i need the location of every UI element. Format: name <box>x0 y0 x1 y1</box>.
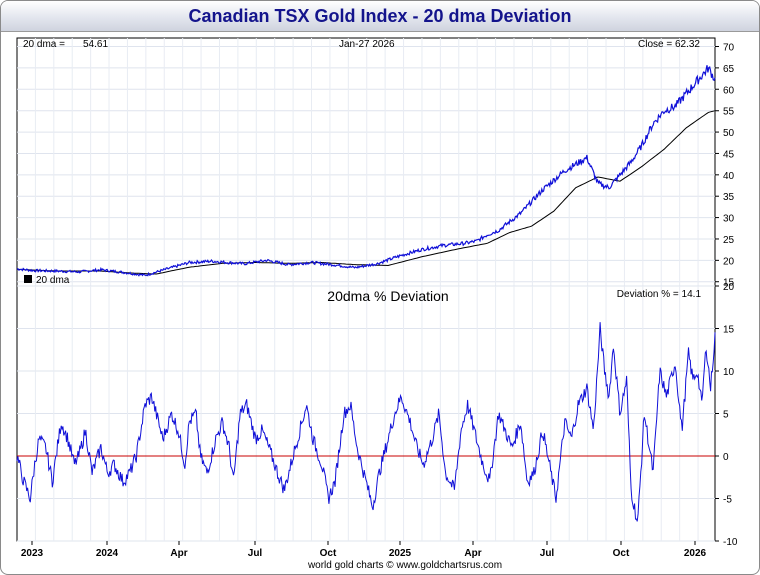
x-axis-ticks: 2023 2024 Apr Jul Oct 2025 Apr Jul Oct 2026 <box>21 541 707 559</box>
deviation-y-tick-label: 0 <box>723 452 729 463</box>
x-tick-label: 2026 <box>684 548 707 559</box>
price-y-tick-label: 35 <box>723 192 735 203</box>
price-y-tick-label: 70 <box>723 43 735 54</box>
price-y-tick-label: 15 <box>723 278 735 289</box>
price-y-tick-label: 55 <box>723 107 735 118</box>
legend-swatch <box>24 275 32 283</box>
x-tick-label: Apr <box>464 548 481 559</box>
legend-label: 20 dma <box>36 275 70 286</box>
deviation-value: Deviation % = 14.1 <box>617 289 702 300</box>
price-y-tick-label: 40 <box>723 171 735 182</box>
price-y-tick-label: 45 <box>723 149 735 160</box>
x-tick-label: Apr <box>170 548 187 559</box>
deviation-y-tick-label: 15 <box>723 325 735 336</box>
deviation-y-tick-label: 10 <box>723 367 735 378</box>
deviation-y-tick-label: -10 <box>723 537 738 548</box>
price-y-tick-label: 25 <box>723 235 735 246</box>
price-y-tick-label: 65 <box>723 64 735 75</box>
x-tick-label: 2023 <box>21 548 44 559</box>
deviation-title: 20dma % Deviation <box>327 288 448 304</box>
price-y-tick-label: 50 <box>723 128 735 139</box>
close-label: Close = 62.32 <box>638 39 700 50</box>
footer-credit: world gold charts © www.goldchartsrus.co… <box>307 560 502 571</box>
x-tick-label: Oct <box>613 548 630 559</box>
x-tick-label: 2025 <box>389 548 412 559</box>
chart-title: Canadian TSX Gold Index - 20 dma Deviati… <box>188 6 572 26</box>
deviation-line <box>16 322 716 522</box>
deviation-y-tick-label: -5 <box>723 495 732 506</box>
price-y-ticks: 15 20 25 30 35 40 45 50 55 60 65 70 <box>715 43 735 289</box>
price-grid <box>17 38 715 286</box>
price-line <box>16 65 716 277</box>
deviation-y-ticks: -10 -5 0 5 10 15 20 <box>715 282 738 548</box>
ma-label: 20 dma = <box>23 39 65 50</box>
price-y-tick-label: 60 <box>723 85 735 96</box>
header-date: Jan-27 2026 <box>339 39 395 50</box>
ma-value: 54.61 <box>83 39 108 50</box>
price-y-tick-label: 20 <box>723 256 735 267</box>
deviation-y-tick-label: 5 <box>723 410 729 421</box>
price-panel <box>16 37 716 287</box>
x-tick-label: Jul <box>540 548 555 559</box>
x-tick-label: Oct <box>320 548 337 559</box>
x-tick-label: 2024 <box>96 548 119 559</box>
title-bar: Canadian TSX Gold Index - 20 dma Deviati… <box>1 1 759 32</box>
deviation-y-tick-label: 20 <box>723 282 735 293</box>
x-tick-label: Jul <box>248 548 263 559</box>
price-y-tick-label: 30 <box>723 214 735 225</box>
